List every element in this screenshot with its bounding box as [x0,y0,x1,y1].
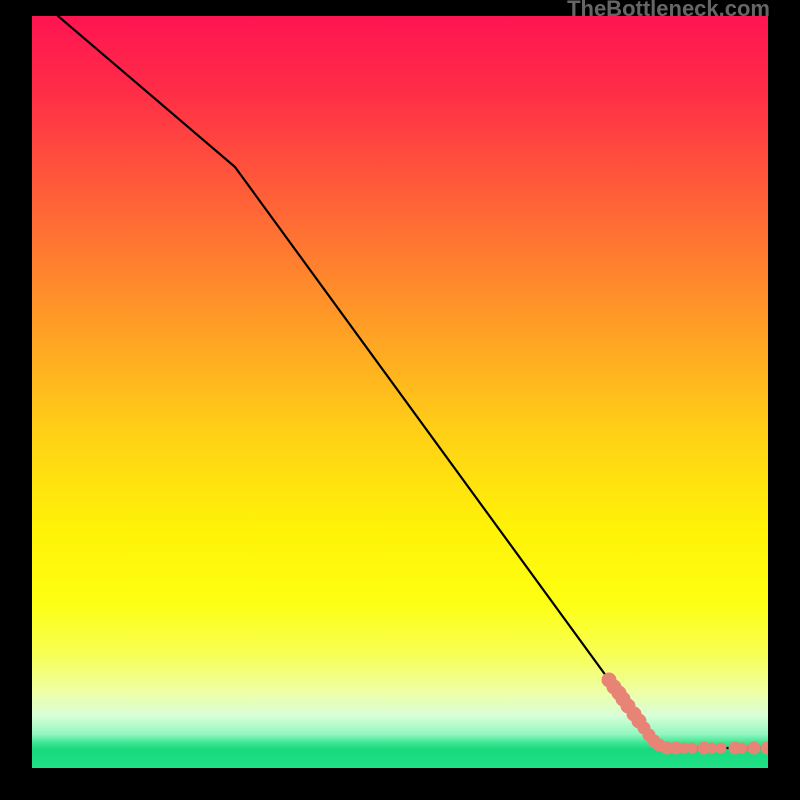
data-marker [737,743,747,753]
chart-svg [0,0,800,800]
data-marker [687,743,697,753]
watermark-text: TheBottleneck.com [567,0,770,22]
data-marker [716,743,726,753]
chart-container: TheBottleneck.com [0,0,800,800]
data-marker [748,742,760,754]
